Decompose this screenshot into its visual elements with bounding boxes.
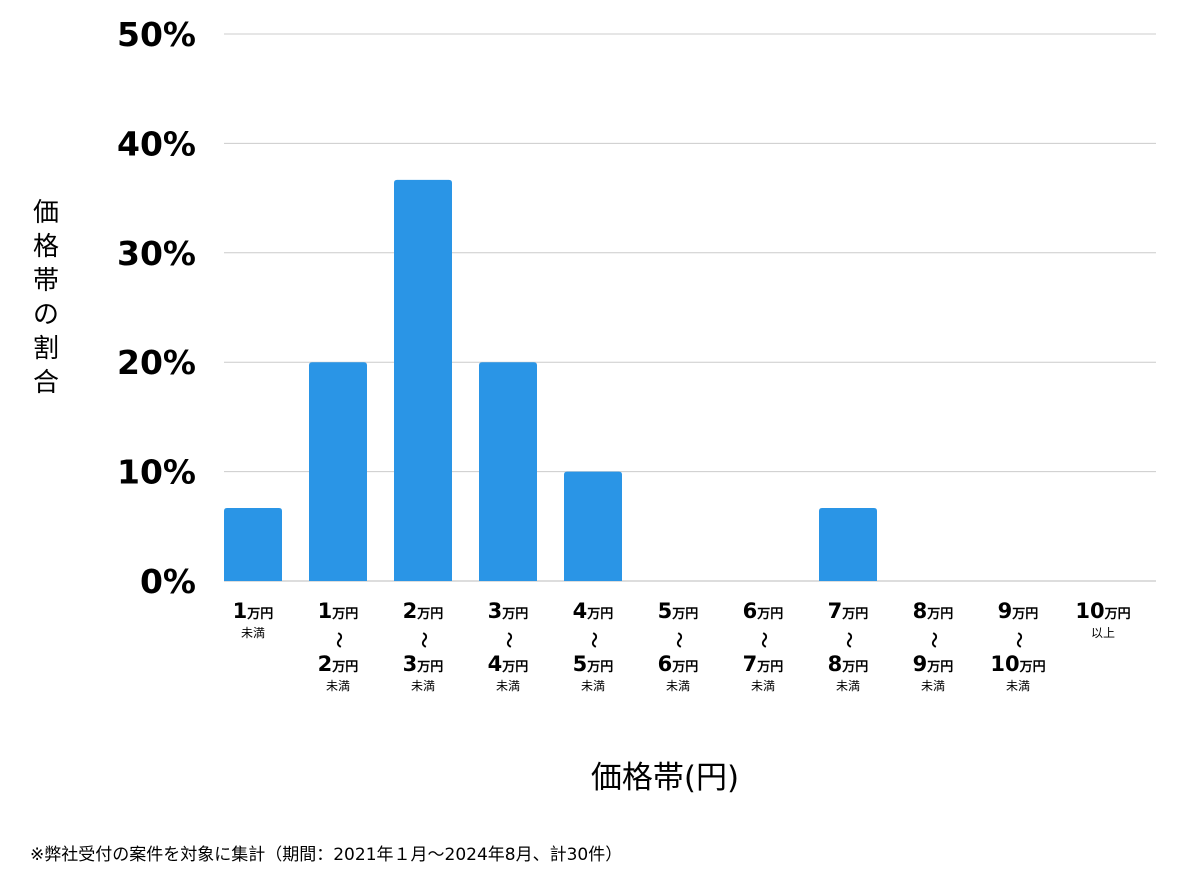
y-tick-label: 10% [117, 453, 196, 492]
bar [479, 362, 537, 581]
gridlines [224, 33, 1156, 582]
bar [309, 362, 367, 581]
x-tick-range-symbol: 〜 [1010, 632, 1029, 648]
bars [224, 179, 877, 581]
y-tick-label: 0% [140, 562, 196, 601]
bar [819, 508, 877, 581]
x-tick-amount: 7万円 [828, 599, 869, 623]
x-tick-suffix: 未満 [751, 679, 775, 693]
bar [564, 471, 622, 581]
x-tick-amount: 8万円 [828, 652, 869, 676]
x-tick-amount: 2万円 [403, 599, 444, 623]
x-tick-suffix: 以上 [1091, 626, 1115, 640]
x-tick-amount: 9万円 [913, 652, 954, 676]
x-axis-ticks: 1万円未満1万円〜2万円未満2万円〜3万円未満3万円〜4万円未満4万円〜5万円未… [233, 599, 1131, 693]
x-tick-range-symbol: 〜 [500, 632, 519, 648]
x-tick-amount: 10万円 [990, 652, 1045, 676]
x-tick-suffix: 未満 [921, 679, 945, 693]
x-tick-amount: 3万円 [403, 652, 444, 676]
x-tick-range-symbol: 〜 [585, 632, 604, 648]
x-tick-amount: 8万円 [913, 599, 954, 623]
x-tick-suffix: 未満 [836, 679, 860, 693]
x-tick-range-symbol: 〜 [330, 632, 349, 648]
bar [224, 508, 282, 581]
y-tick-label: 20% [117, 343, 196, 382]
x-tick-amount: 10万円 [1075, 599, 1130, 623]
y-axis-label: 価格帯の割合 [32, 198, 59, 398]
x-axis-label: 価格帯(円) [590, 760, 740, 796]
x-tick-amount: 6万円 [743, 599, 784, 623]
x-tick-suffix: 未満 [326, 679, 350, 693]
x-tick-range-symbol: 〜 [840, 632, 859, 648]
bar [394, 179, 452, 581]
x-tick-amount: 2万円 [318, 652, 359, 676]
x-tick-suffix: 未満 [1006, 679, 1030, 693]
x-tick-suffix: 未満 [411, 679, 435, 693]
y-tick-label: 30% [117, 234, 196, 273]
x-tick-amount: 1万円 [233, 599, 274, 623]
x-tick-amount: 3万円 [488, 599, 529, 623]
x-tick-amount: 9万円 [998, 599, 1039, 623]
x-tick-suffix: 未満 [581, 679, 605, 693]
x-tick-suffix: 未満 [241, 626, 265, 640]
y-tick-label: 40% [117, 124, 196, 163]
footnote: ※弊社受付の案件を対象に集計（期間：2021年１月〜2024年8月、計30件） [30, 845, 623, 865]
x-tick-amount: 5万円 [658, 599, 699, 623]
x-tick-suffix: 未満 [496, 679, 520, 693]
x-tick-range-symbol: 〜 [925, 632, 944, 648]
y-axis-ticks: 0% 10% 20% 30% 40% 50% [117, 15, 196, 601]
x-tick-suffix: 未満 [666, 679, 690, 693]
x-tick-amount: 5万円 [573, 652, 614, 676]
x-tick-range-symbol: 〜 [670, 632, 689, 648]
x-tick-amount: 4万円 [573, 599, 614, 623]
x-tick-amount: 7万円 [743, 652, 784, 676]
x-tick-range-symbol: 〜 [755, 632, 774, 648]
x-tick-range-symbol: 〜 [415, 632, 434, 648]
y-tick-label: 50% [117, 15, 196, 54]
x-tick-amount: 4万円 [488, 652, 529, 676]
x-tick-amount: 1万円 [318, 599, 359, 623]
x-tick-amount: 6万円 [658, 652, 699, 676]
